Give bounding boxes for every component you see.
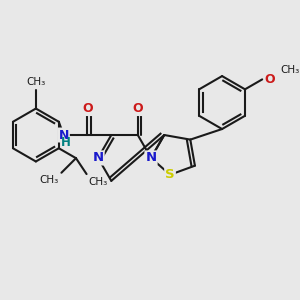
- Text: O: O: [133, 102, 143, 115]
- Text: N: N: [146, 152, 157, 164]
- Text: N: N: [92, 152, 104, 164]
- Text: CH₃: CH₃: [40, 176, 59, 185]
- Text: S: S: [165, 168, 175, 181]
- Text: CH₃: CH₃: [26, 77, 46, 87]
- Text: N: N: [58, 128, 69, 142]
- Text: CH₃: CH₃: [88, 177, 107, 187]
- Text: O: O: [82, 102, 93, 115]
- Text: H: H: [61, 136, 70, 149]
- Text: CH₃: CH₃: [280, 65, 300, 75]
- Text: O: O: [265, 73, 275, 86]
